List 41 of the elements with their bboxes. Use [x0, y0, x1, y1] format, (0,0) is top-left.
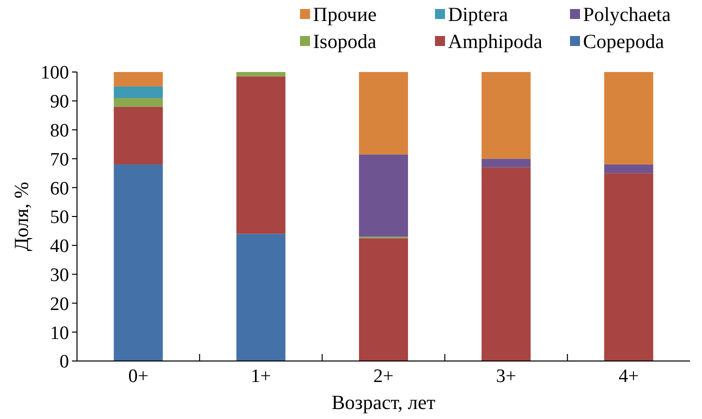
y-tick-label: 0 — [60, 352, 69, 373]
y-tick-label: 80 — [50, 120, 69, 142]
bar — [114, 86, 163, 98]
x-axis-title: Возраст, лет — [332, 392, 436, 414]
y-tick-label: 100 — [40, 62, 69, 84]
y-axis-title: Доля, % — [11, 182, 33, 252]
y-tick-label: 70 — [50, 149, 69, 170]
legend-label: Isopoda — [313, 31, 376, 53]
bar — [358, 238, 408, 361]
legend-label: Прочие — [313, 4, 377, 26]
y-tick-label: 60 — [50, 178, 69, 200]
bar — [482, 158, 531, 168]
bar — [236, 72, 286, 76]
bar — [114, 164, 163, 361]
legend-label: Amphipoda — [448, 31, 543, 53]
bar — [482, 72, 531, 159]
y-tick-label: 10 — [50, 322, 69, 344]
y-tick-label: 90 — [50, 92, 69, 113]
x-tick-label: 1+ — [250, 366, 272, 387]
bar — [604, 72, 654, 164]
bar — [604, 164, 654, 174]
bar — [236, 76, 286, 234]
bar — [604, 173, 654, 361]
x-tick-label: 0+ — [128, 366, 148, 387]
legend-label: Copepoda — [583, 31, 664, 53]
y-tick-label: 40 — [50, 236, 69, 258]
bar — [114, 106, 163, 164]
bar — [358, 72, 408, 154]
x-tick-label: 2+ — [373, 366, 394, 387]
y-tick-label: 20 — [50, 294, 69, 315]
legend-label: Diptera — [448, 4, 508, 26]
legend-label: Polychaeta — [583, 4, 671, 26]
bar — [236, 234, 286, 361]
bar — [114, 98, 163, 107]
bar — [482, 167, 531, 361]
x-tick-label: 3+ — [496, 366, 516, 387]
y-tick-label: 50 — [50, 207, 69, 228]
bar — [114, 72, 163, 86]
x-tick-label: 4+ — [618, 366, 639, 387]
bar — [358, 154, 408, 237]
y-tick-label: 30 — [50, 264, 69, 286]
